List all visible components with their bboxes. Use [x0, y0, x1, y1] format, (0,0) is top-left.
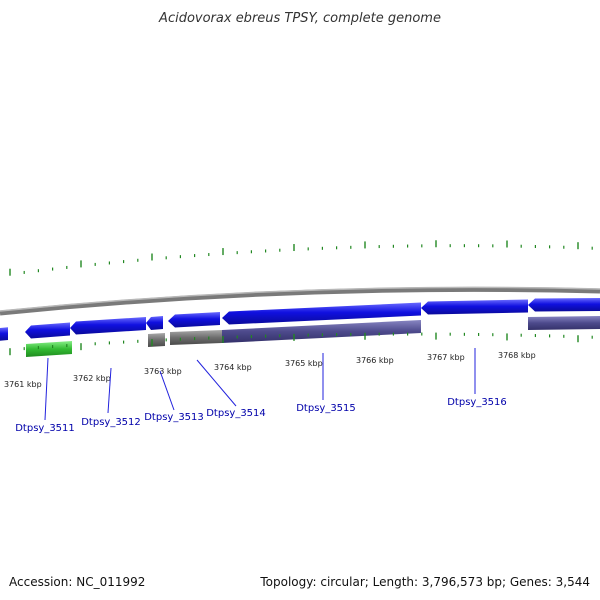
kbp-label: 3762 kbp [73, 374, 111, 383]
forward-strand [0, 298, 600, 341]
gene-feature[interactable] [25, 322, 70, 339]
accession-text: Accession: NC_011992 [9, 575, 145, 589]
genome-backbone-highlight [0, 286, 600, 312]
gene-feature[interactable] [528, 298, 600, 312]
kbp-label: 3767 kbp [427, 353, 465, 362]
reverse-strand [26, 316, 600, 357]
kbp-scale: 3761 kbp 3762 kbp 3763 kbp 3764 kbp 3765… [4, 351, 536, 389]
kbp-label: 3764 kbp [214, 363, 252, 372]
gene-feature[interactable] [70, 317, 146, 335]
gene-label[interactable]: Dtpsy_3512 [81, 417, 141, 428]
gene-label[interactable]: Dtpsy_3516 [447, 397, 507, 408]
kbp-label: 3763 kbp [144, 367, 182, 376]
gene-label[interactable]: Dtpsy_3515 [296, 403, 356, 414]
kbp-label: 3766 kbp [356, 356, 394, 365]
gene-labels: Dtpsy_3511 Dtpsy_3512 Dtpsy_3513 Dtpsy_3… [15, 397, 507, 434]
outer-tick-row [9, 240, 593, 276]
pseudo-feature[interactable] [170, 330, 222, 345]
inner-tick-row [9, 332, 593, 356]
kbp-label: 3768 kbp [498, 351, 536, 360]
kbp-label: 3765 kbp [285, 359, 323, 368]
rna-feature[interactable] [26, 341, 72, 357]
region-feature[interactable] [528, 316, 600, 330]
gene-label[interactable]: Dtpsy_3513 [144, 412, 204, 423]
map-title: Acidovorax ebreus TPSY, complete genome [158, 11, 441, 26]
gene-feature[interactable] [421, 299, 528, 315]
gene-label-leaders [44, 348, 476, 421]
genome-backbone [0, 286, 600, 316]
gene-feature[interactable] [0, 327, 8, 341]
gene-feature[interactable] [146, 316, 163, 330]
pseudo-feature[interactable] [148, 333, 165, 347]
gene-label[interactable]: Dtpsy_3511 [15, 423, 75, 434]
gene-feature[interactable] [222, 302, 421, 325]
kbp-label: 3761 kbp [4, 380, 42, 389]
gene-label[interactable]: Dtpsy_3514 [206, 408, 266, 419]
genome-summary-text: Topology: circular; Length: 3,796,573 bp… [259, 575, 590, 589]
region-feature[interactable] [222, 320, 421, 343]
gene-feature[interactable] [168, 312, 220, 328]
